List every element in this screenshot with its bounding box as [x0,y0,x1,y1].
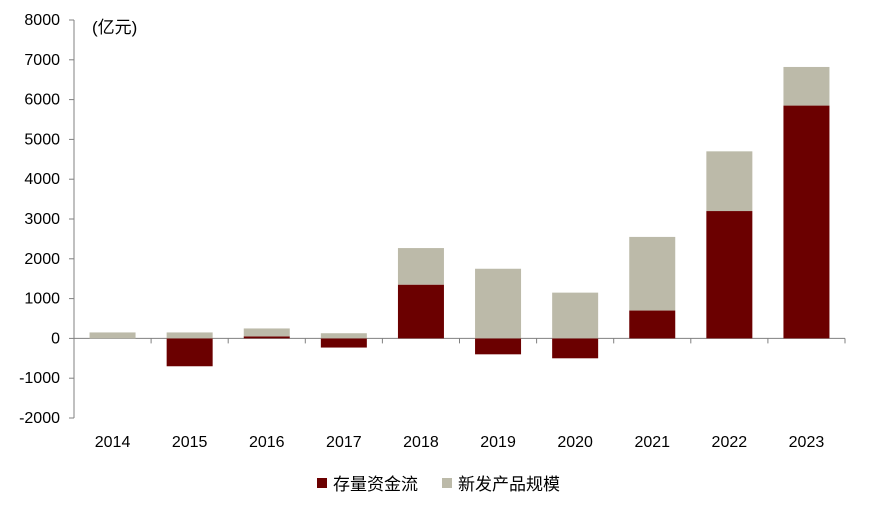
y-axis: -2000 -1000 0 1000 2000 3000 4000 5000 6000 7000 8… [19,12,75,427]
x-tick-label: 2020 [557,434,593,451]
y-tick-label: -1000 [19,370,60,387]
y-tick-label: 6000 [24,92,60,109]
x-tick-label: 2022 [712,434,748,451]
y-tick-label: 7000 [24,52,60,69]
x-tick-label: 2021 [634,434,670,451]
new-issuance-bar [89,332,136,339]
new-issuance-bar [552,292,599,339]
new-issuance-bar [629,236,676,311]
stock-flow-bar [475,338,522,355]
new-issuance-bar [783,66,830,106]
y-tick-label: 1000 [24,291,60,308]
y-tick-label: 5000 [24,131,60,148]
y-tick-label: 8000 [24,12,60,29]
legend-item-stock-flow: 存量资金流 [317,470,418,495]
bars-layer [89,66,830,367]
stock-flow-bar [629,310,676,339]
new-issuance-bar [706,151,753,212]
x-tick-label: 2015 [172,434,208,451]
y-tick-label: 0 [51,330,60,347]
x-tick-label: 2019 [480,434,516,451]
legend-swatch-new-issuance [442,477,452,488]
stock-flow-bar [166,338,213,367]
legend: 存量资金流 新发产品规模 [0,470,877,495]
stock-flow-bar [783,105,830,339]
stock-flow-bar [397,284,444,339]
y-tick-label: 3000 [24,211,60,228]
stock-flow-bar [243,336,290,339]
x-tick-label: 2017 [326,434,362,451]
stock-flow-bar [552,338,599,359]
new-issuance-bar [243,328,290,337]
unit-label: (亿元) [92,18,137,37]
stock-flow-bar [706,211,753,339]
legend-item-new-issuance: 新发产品规模 [442,470,560,495]
x-tick-label: 2016 [249,434,285,451]
x-tick-label: 2018 [403,434,439,451]
legend-label-new-issuance: 新发产品规模 [458,475,560,494]
y-tick-label: 2000 [24,251,60,268]
legend-label-stock-flow: 存量资金流 [333,475,418,494]
new-issuance-bar [320,333,367,339]
y-tick-label: 4000 [24,171,60,188]
x-tick-label: 2023 [789,434,825,451]
y-tick-label: -2000 [19,410,60,427]
new-issuance-bar [397,248,444,285]
stock-flow-bar [320,338,367,348]
new-issuance-bar [475,268,522,339]
x-tick-label: 2014 [95,434,131,451]
legend-swatch-stock-flow [317,477,327,488]
new-issuance-bar [166,332,213,339]
